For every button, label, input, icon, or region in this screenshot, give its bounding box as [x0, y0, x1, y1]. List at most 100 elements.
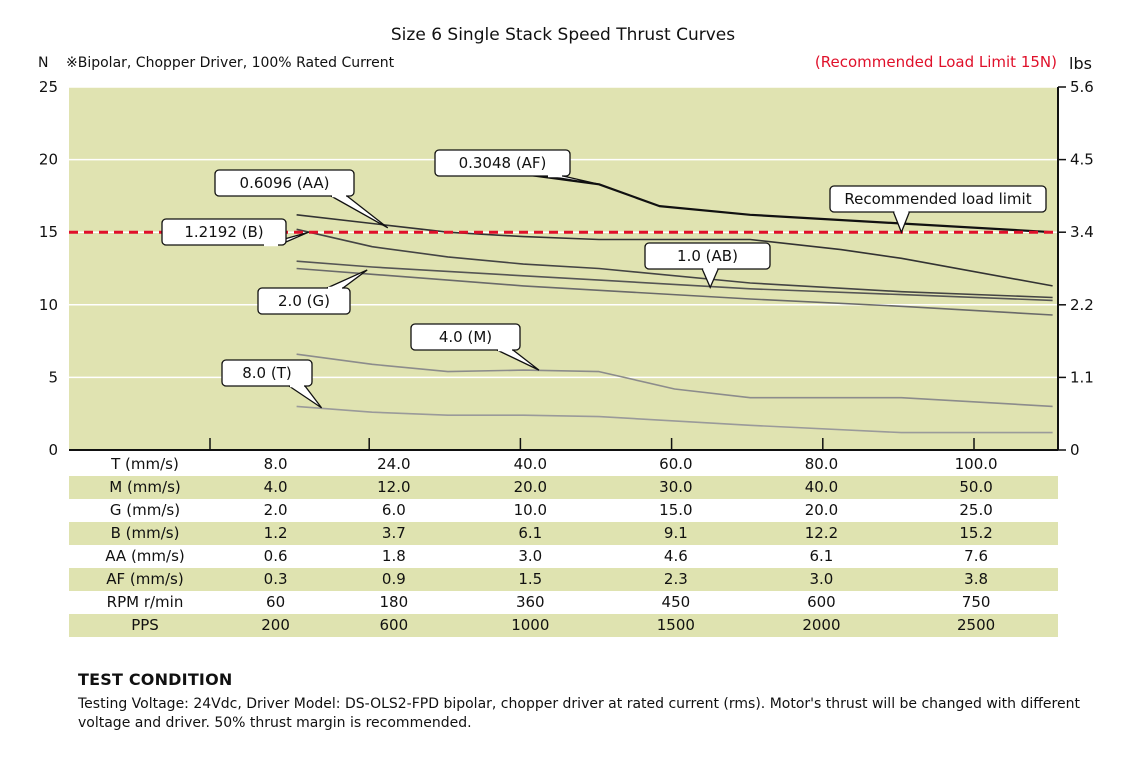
series-line	[296, 228, 1053, 299]
table-cell: 4.6	[663, 547, 688, 565]
y-right-unit: lbs	[1069, 54, 1092, 73]
callout-box	[161, 218, 287, 246]
table-row: M (mm/s) 4.0 12.0 20.0 30.0 40.0 50.0	[69, 476, 1058, 499]
callout-box	[434, 149, 571, 177]
callout-box	[829, 185, 1047, 213]
table-cell: 360	[515, 593, 545, 611]
series-callout: 8.0 (T)	[221, 359, 323, 409]
table-row: AA (mm/s) 0.6 1.8 3.0 4.6 6.1 7.6	[69, 545, 1058, 568]
callout-label: 0.6096 (AA)	[240, 174, 330, 192]
table-cell: 2.3	[603, 568, 749, 591]
plot-area	[69, 87, 1058, 450]
callout-tail	[546, 175, 600, 185]
y-right-tick-label: 4.5	[1070, 151, 1094, 169]
series-callout: 1.2192 (B)	[161, 218, 309, 247]
table-cell: 1000	[457, 614, 604, 637]
row-label: PPS	[69, 614, 221, 637]
series-callout: 2.0 (G)	[257, 269, 368, 315]
table-cell: 3.8	[894, 568, 1058, 591]
table-cell: 50.0	[894, 476, 1058, 499]
callout-tail	[496, 349, 540, 371]
callout-box	[257, 287, 351, 315]
table-cell: 0.6	[263, 547, 288, 565]
table-cell: 40.0	[513, 455, 547, 473]
table-row: B (mm/s) 1.2 3.7 6.1 9.1 12.2 15.2	[69, 522, 1058, 545]
table-cell: 4.0	[221, 476, 331, 499]
series-callout: 0.6096 (AA)	[214, 169, 389, 229]
table-cell: 7.6	[964, 547, 989, 565]
chart-subtitle: ※Bipolar, Chopper Driver, 100% Rated Cur…	[66, 55, 395, 71]
table-row: PPS 200 600 1000 1500 2000 2500	[69, 614, 1058, 637]
y-axis-right: 0 1.1 2.2 3.4 4.5 5.6	[1058, 78, 1094, 459]
callout-label: 1.0 (AB)	[677, 247, 738, 265]
y-left-tick-label: 5	[48, 368, 58, 386]
table-cell: 750	[961, 593, 991, 611]
table-cell: 15.0	[659, 501, 693, 519]
chart-title: Size 6 Single Stack Speed Thrust Curves	[391, 25, 735, 45]
table-cell: 1500	[603, 614, 749, 637]
table-cell: 600	[330, 614, 458, 637]
table-cell: 200	[221, 614, 331, 637]
callout-tail	[330, 195, 389, 229]
y-right-tick-label: 3.4	[1070, 223, 1094, 241]
table-cell: 2000	[748, 614, 895, 637]
table-row: T (mm/s) 8.0 24.0 40.0 60.0 80.0 100.0	[69, 453, 1058, 476]
x-axis-ticks	[209, 438, 975, 450]
table-cell: 2.0	[263, 501, 288, 519]
table-cell: 20.0	[804, 501, 839, 519]
table-cell: 6.1	[809, 547, 834, 565]
axes	[69, 87, 1059, 451]
callout-box	[410, 323, 521, 351]
table-cell: 8.0	[263, 455, 288, 473]
series-line	[296, 405, 1053, 434]
table-cell: 1.2	[221, 522, 331, 545]
row-label: AF (mm/s)	[69, 568, 221, 591]
series-callouts: 0.3048 (AF) 0.6096 (AA) 1.2192 (B) 1.0 (AB)…	[161, 149, 1047, 409]
callout-label: Recommended load limit	[844, 190, 1031, 208]
y-left-tick-label: 25	[39, 78, 58, 96]
series-callout: 1.0 (AB)	[644, 242, 771, 290]
table-cell: 3.7	[330, 522, 458, 545]
table-cell: 0.9	[330, 568, 458, 591]
test-condition-text: Testing Voltage: 24Vdc, Driver Model: DS…	[78, 696, 1080, 731]
table-cell: 15.2	[894, 522, 1058, 545]
table-cell: 10.0	[513, 501, 547, 519]
row-label: M (mm/s)	[69, 476, 221, 499]
test-condition: TEST CONDITION Testing Voltage: 24Vdc, D…	[78, 670, 1098, 733]
row-label: T (mm/s)	[111, 455, 179, 473]
row-label: B (mm/s)	[69, 522, 221, 545]
table-cell: 6.1	[457, 522, 604, 545]
series-callout: Recommended load limit	[829, 185, 1047, 234]
callout-box	[221, 359, 313, 387]
row-label: G (mm/s)	[109, 501, 181, 519]
y-axis-left: 0 5 10 15 20 25	[39, 78, 58, 459]
series-callout: 4.0 (M)	[410, 323, 540, 371]
thrust-chart: Size 6 Single Stack Speed Thrust Curves …	[38, 25, 1094, 459]
table-cell: 60	[266, 593, 286, 611]
y-left-tick-label: 0	[48, 441, 58, 459]
callout-tail	[701, 268, 719, 290]
table-row: AF (mm/s) 0.3 0.9 1.5 2.3 3.0 3.8	[69, 568, 1058, 591]
callout-box	[214, 169, 355, 197]
row-label: RPM r/min	[106, 593, 184, 611]
table-cell: 450	[661, 593, 691, 611]
callout-label: 8.0 (T)	[242, 364, 292, 382]
series-line	[296, 260, 1053, 302]
callout-label: 4.0 (M)	[439, 328, 492, 346]
table-cell: 100.0	[954, 455, 998, 473]
table-cell: 180	[379, 593, 409, 611]
table-cell: 24.0	[377, 455, 411, 473]
y-right-tick-label: 5.6	[1070, 78, 1094, 96]
load-limit-note: (Recommended Load Limit 15N)	[815, 53, 1057, 71]
table-cell: 3.0	[748, 568, 895, 591]
series-line	[296, 267, 1053, 316]
table-cell: 1.8	[381, 547, 406, 565]
table-cell: 40.0	[748, 476, 895, 499]
row-label: AA (mm/s)	[105, 547, 185, 565]
callout-label: 0.3048 (AF)	[459, 154, 547, 172]
series-line	[296, 353, 1053, 408]
callout-tail	[326, 269, 368, 289]
table-cell: 80.0	[804, 455, 839, 473]
speed-table: T (mm/s) 8.0 24.0 40.0 60.0 80.0 100.0 M (mm/s)…	[69, 453, 1058, 637]
table-cell: 12.2	[748, 522, 895, 545]
